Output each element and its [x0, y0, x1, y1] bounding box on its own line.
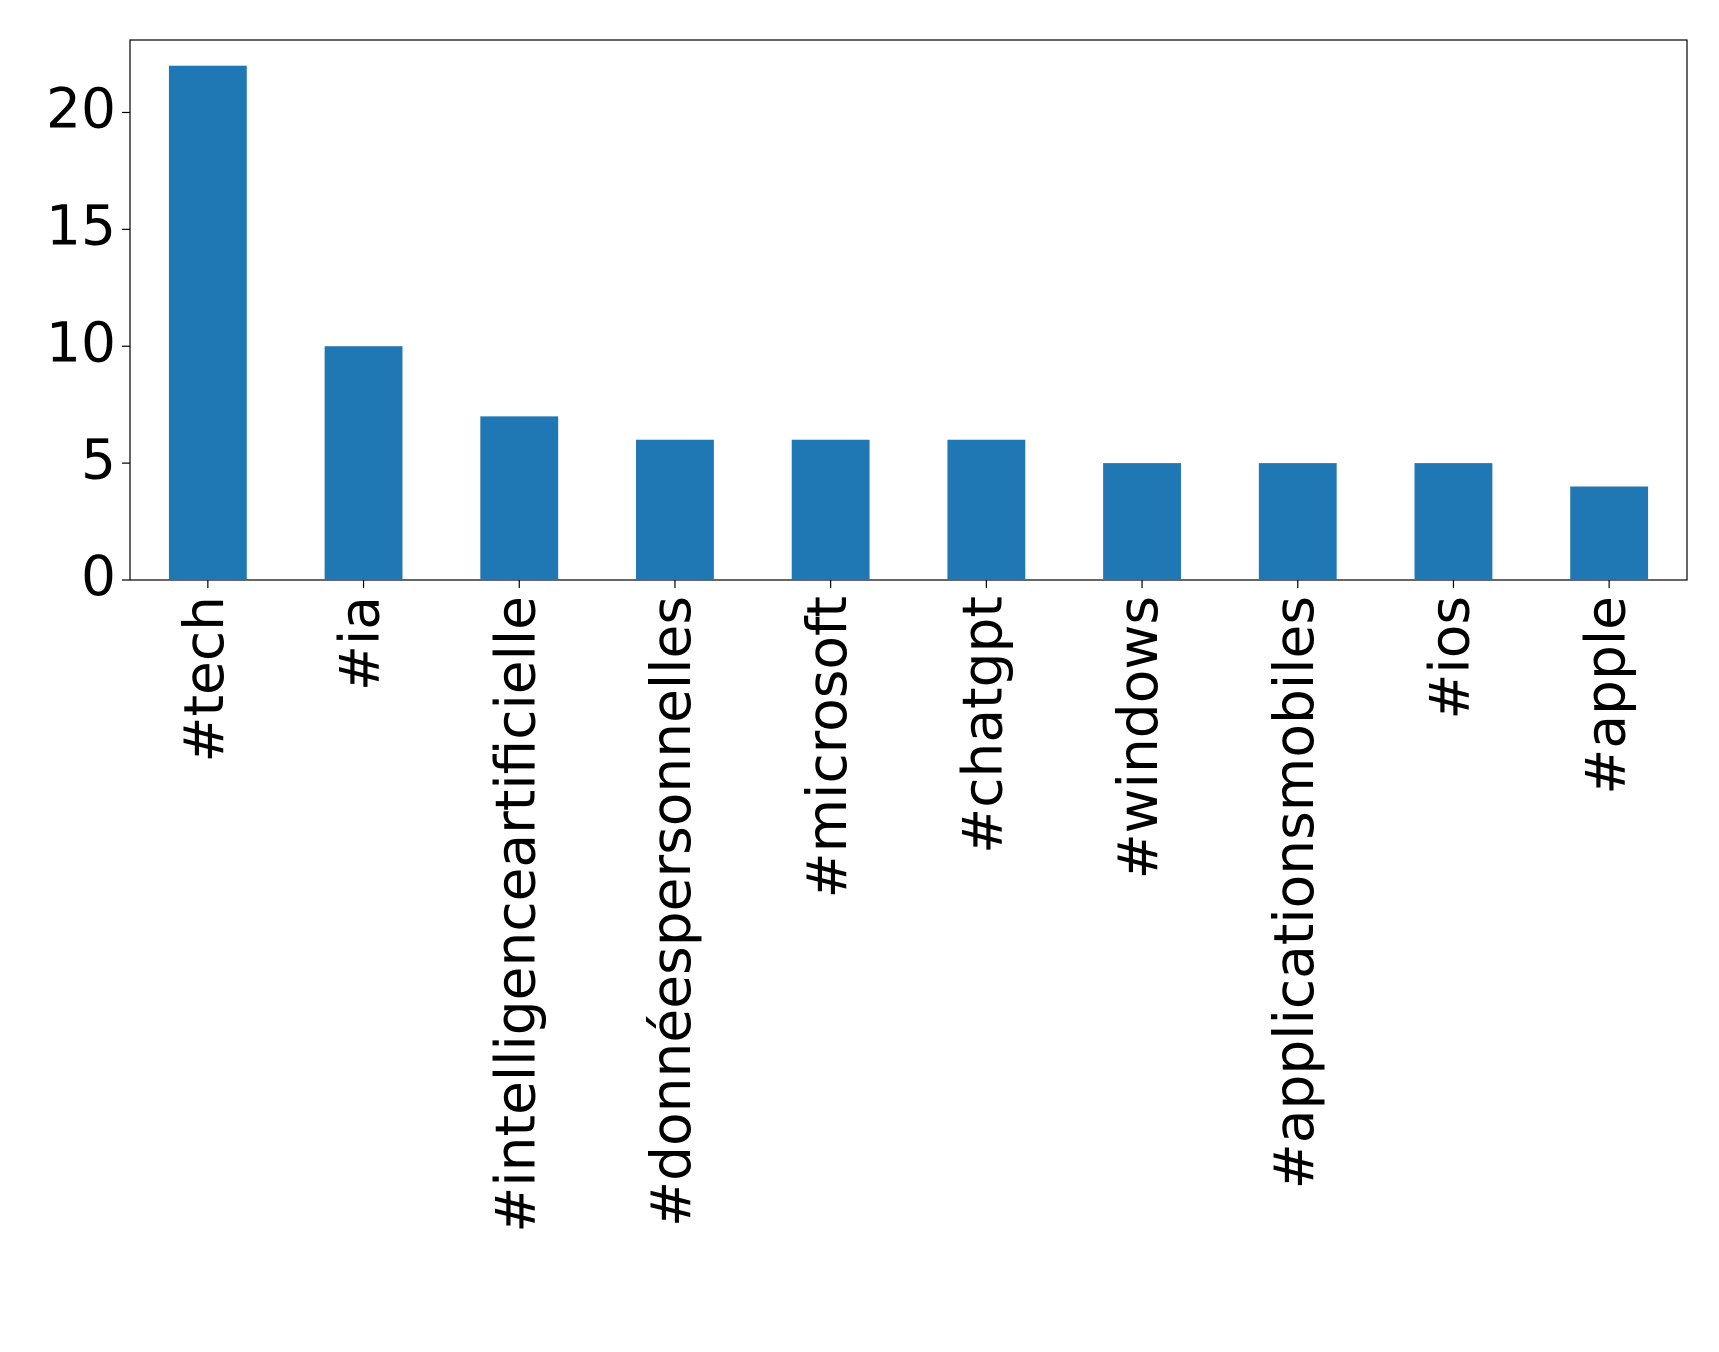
- bar: [480, 416, 559, 580]
- bar: [1414, 463, 1493, 580]
- y-tick-label: 10: [46, 310, 116, 374]
- bar: [324, 346, 403, 580]
- bar: [1258, 463, 1337, 580]
- bar: [168, 65, 247, 580]
- x-tick-label: #donnéespersonnelles: [639, 596, 703, 1227]
- x-tick-label: #microsoft: [795, 596, 859, 899]
- x-tick-label: #apple: [1573, 596, 1637, 795]
- bar: [791, 439, 870, 580]
- x-tick-label: #tech: [172, 596, 236, 763]
- x-tick-label: #intelligenceartificielle: [483, 596, 547, 1233]
- bar: [1570, 486, 1649, 580]
- x-tick-label: #applicationsmobiles: [1262, 596, 1326, 1189]
- bar: [636, 439, 714, 580]
- y-tick-label: 5: [81, 427, 116, 491]
- y-tick-label: 15: [46, 193, 116, 257]
- bar: [947, 439, 1026, 580]
- x-tick-label: #chatgpt: [950, 596, 1014, 854]
- plot-frame: [129, 39, 1688, 581]
- y-tick-label: 0: [81, 544, 116, 608]
- x-tick-label: #ia: [328, 596, 392, 691]
- y-tick-label: 20: [46, 77, 116, 141]
- x-tick-label: #windows: [1106, 596, 1170, 879]
- bar: [1103, 463, 1181, 580]
- x-tick-label: #ios: [1418, 596, 1482, 720]
